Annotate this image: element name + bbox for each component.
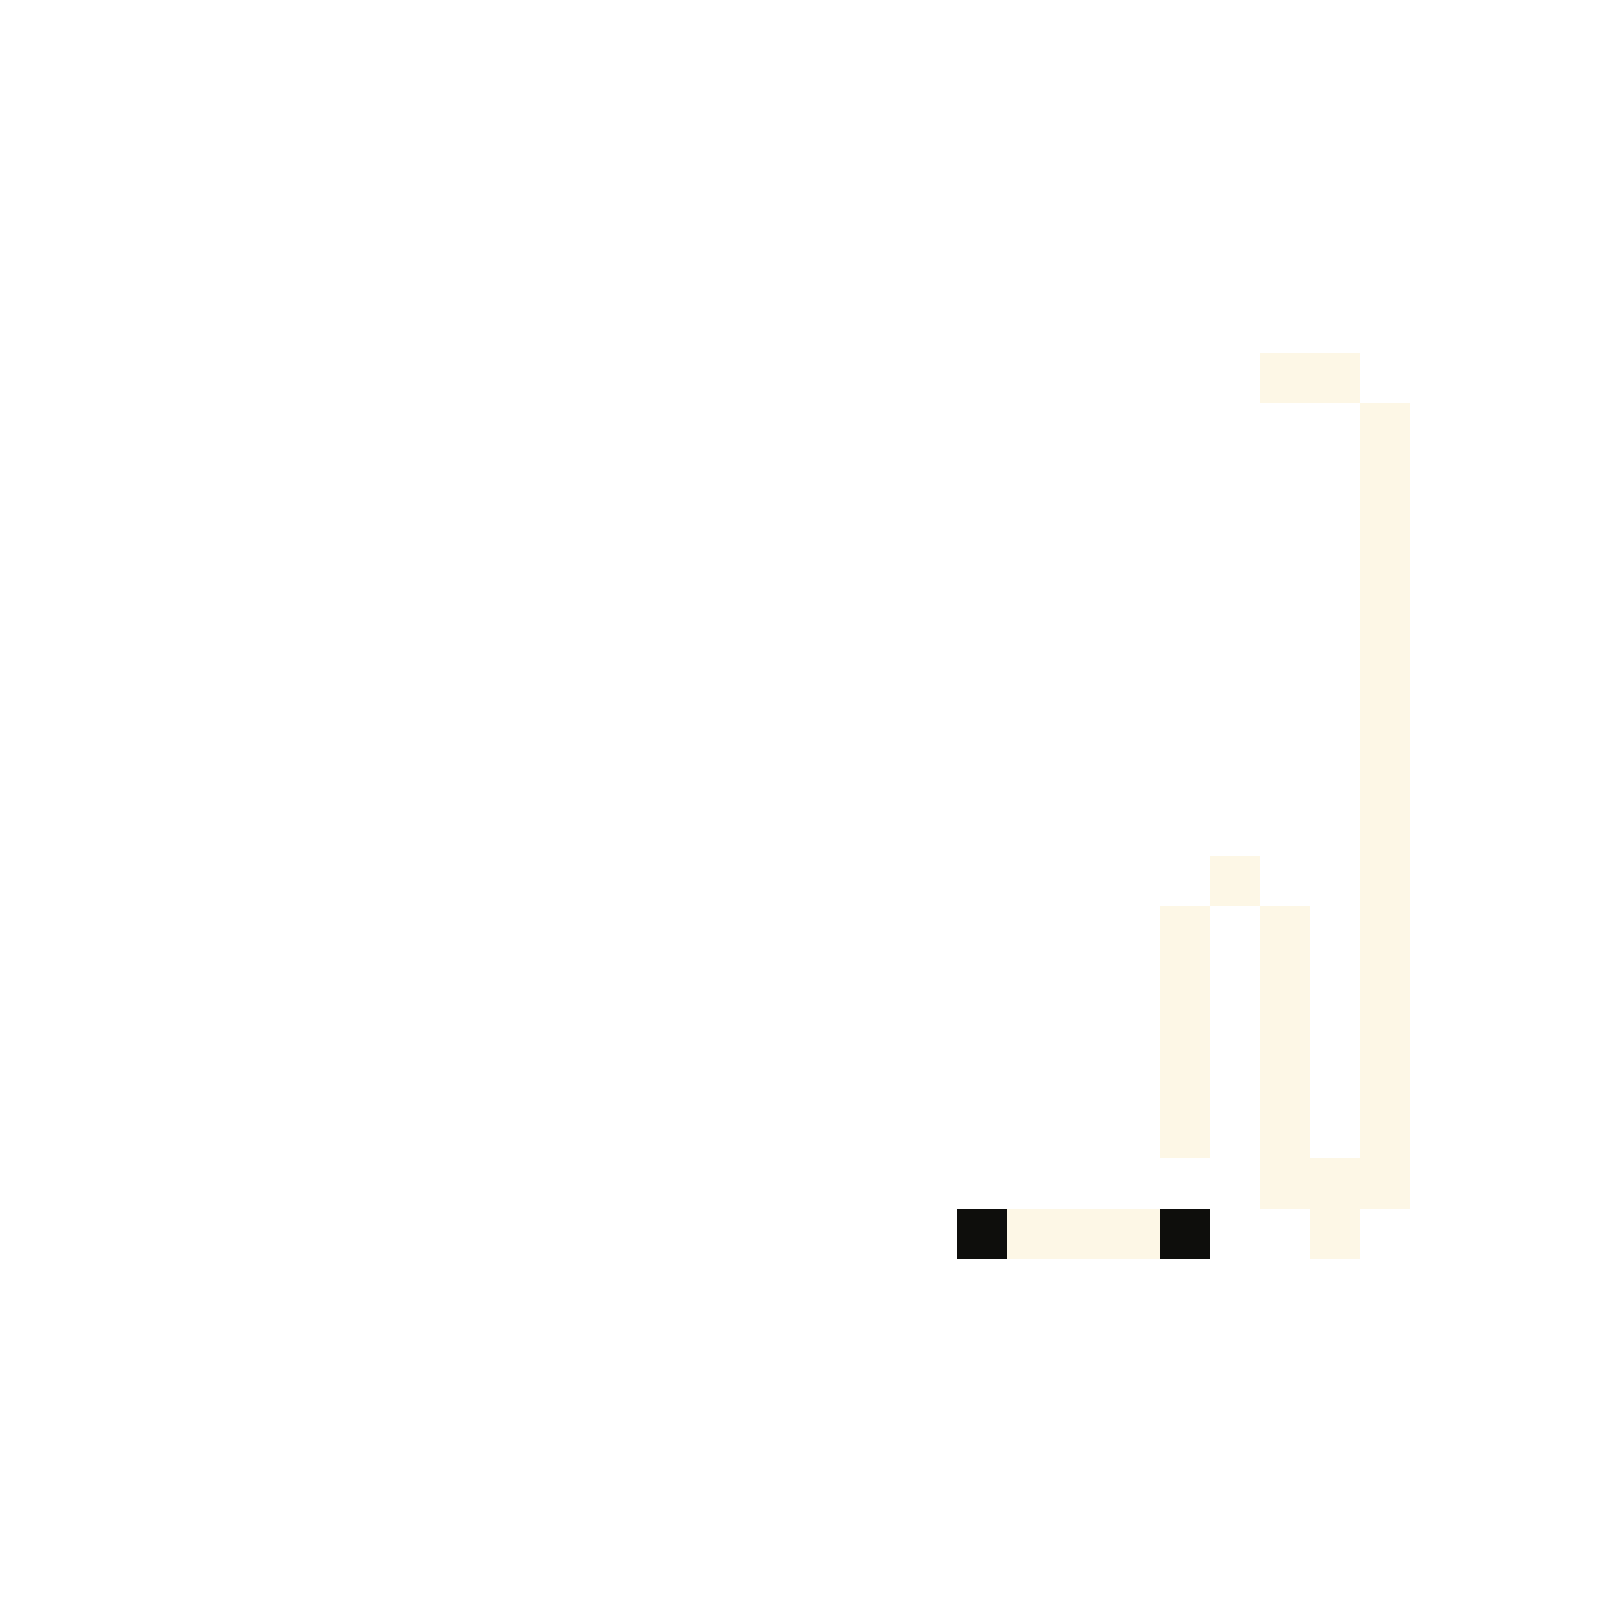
- middle-inner-column-pixel: [1260, 906, 1310, 1209]
- left-black-pixel: [957, 1209, 1007, 1259]
- bottom-bar-pixel: [1007, 1209, 1160, 1259]
- right-column-pixel: [1360, 403, 1410, 1209]
- middle-peak-pixel: [1210, 856, 1260, 906]
- top-cap-pixel: [1260, 353, 1360, 403]
- bottom-foot-pixel: [1310, 1209, 1360, 1259]
- bottom-connector-pixel: [1310, 1158, 1360, 1209]
- left-inner-column-pixel: [1160, 906, 1210, 1158]
- right-black-pixel: [1160, 1209, 1210, 1259]
